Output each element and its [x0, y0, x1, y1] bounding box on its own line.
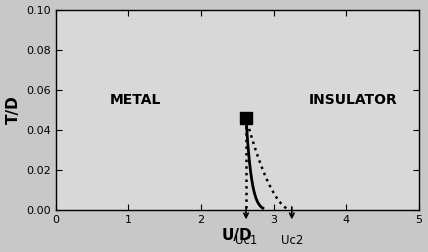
Text: Uc1: Uc1 — [235, 234, 257, 247]
Y-axis label: T/D: T/D — [6, 96, 21, 124]
Text: INSULATOR: INSULATOR — [309, 93, 398, 107]
X-axis label: U/D: U/D — [222, 228, 253, 243]
Text: Uc2: Uc2 — [281, 234, 303, 247]
Text: METAL: METAL — [110, 93, 161, 107]
